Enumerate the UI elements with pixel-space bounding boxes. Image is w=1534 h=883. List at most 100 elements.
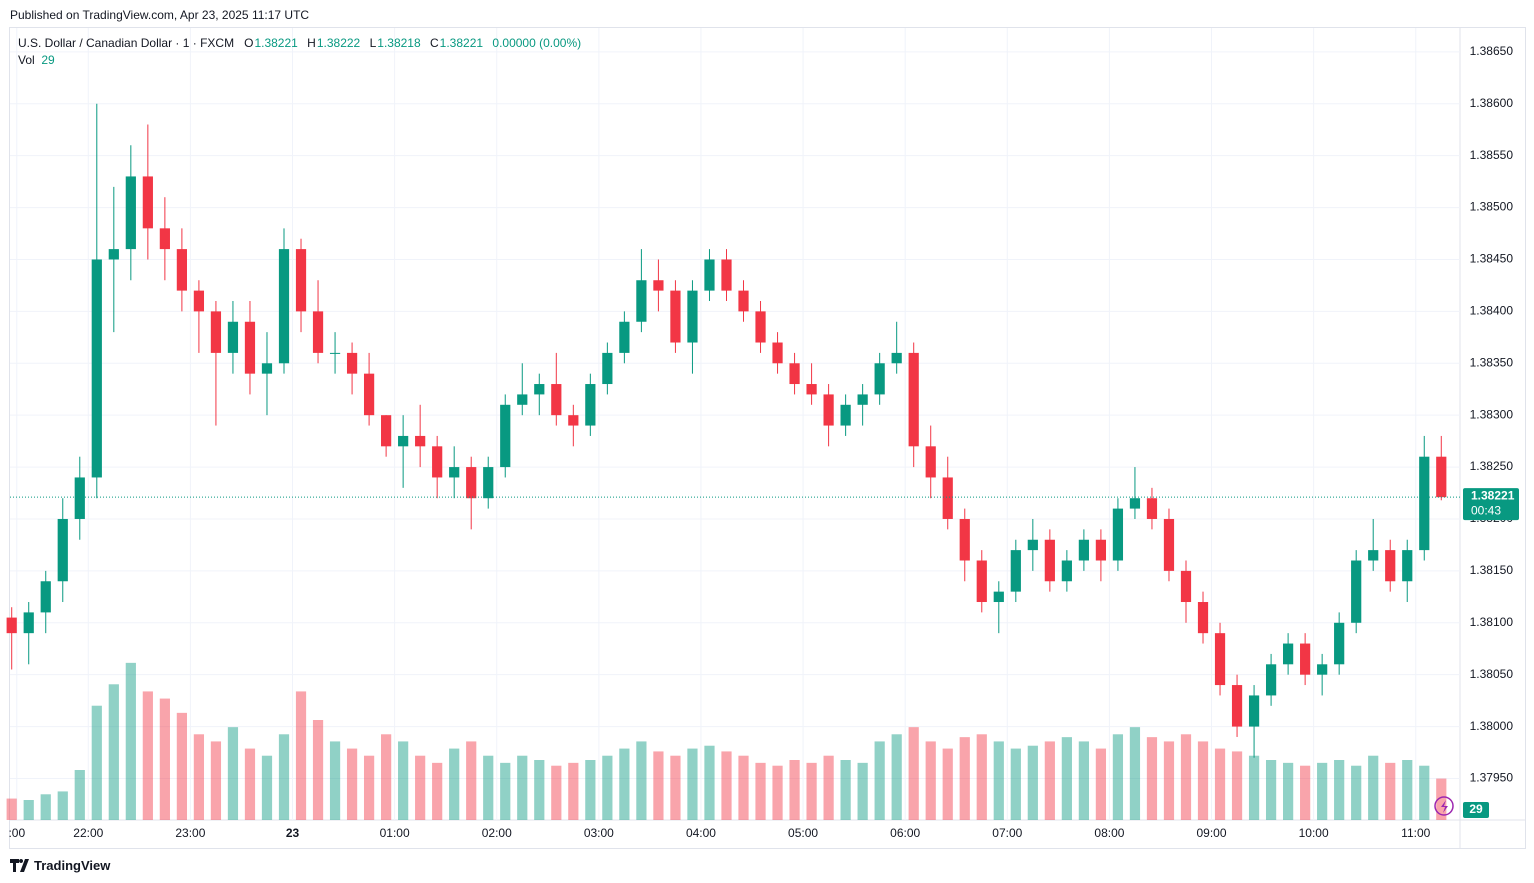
volume-bar bbox=[1163, 741, 1175, 820]
candle-body bbox=[466, 467, 477, 499]
legend-key: C bbox=[430, 36, 439, 50]
x-tick-label: 23:00 bbox=[175, 826, 205, 840]
candle-body bbox=[1078, 539, 1089, 561]
candle-body bbox=[193, 290, 205, 312]
candle-body bbox=[1385, 550, 1396, 582]
alert-icon[interactable] bbox=[1434, 796, 1454, 816]
candle-body bbox=[176, 249, 187, 291]
volume-bar bbox=[261, 755, 273, 820]
volume-bar bbox=[840, 760, 851, 820]
volume-bar bbox=[312, 720, 324, 820]
volume-bar bbox=[40, 794, 51, 820]
volume-bar bbox=[721, 751, 732, 820]
volume-bar bbox=[772, 765, 783, 820]
x-tick-label: 22:00 bbox=[73, 826, 103, 840]
price-tag bbox=[1463, 488, 1519, 521]
candle-body bbox=[840, 404, 851, 426]
candle-body bbox=[1265, 664, 1277, 696]
candle-body bbox=[1300, 643, 1311, 675]
volume-bar bbox=[108, 684, 119, 820]
candle-body bbox=[1368, 550, 1379, 561]
legend-value: 1.38218 bbox=[377, 36, 421, 50]
candle-body bbox=[1061, 560, 1072, 582]
volume-bar bbox=[295, 691, 307, 820]
volume-bar bbox=[363, 755, 375, 820]
volume-bar bbox=[874, 741, 885, 820]
candle-body bbox=[908, 352, 919, 447]
x-tick-label: 11:00 bbox=[1401, 826, 1430, 840]
legend-value: 1.38221 bbox=[254, 36, 298, 50]
x-tick-label: 06:00 bbox=[890, 826, 920, 840]
candle-body bbox=[891, 352, 902, 364]
footer-text: TradingView bbox=[34, 858, 111, 873]
volume-bar bbox=[329, 741, 341, 820]
x-tick-label: 10:00 bbox=[1299, 826, 1329, 840]
volume-bar bbox=[1368, 755, 1379, 820]
candle-body bbox=[1351, 560, 1362, 623]
legend-value: 1.38222 bbox=[316, 36, 361, 50]
volume-bar bbox=[1317, 762, 1328, 820]
candle-body bbox=[1248, 695, 1260, 727]
volume-bar bbox=[704, 745, 715, 820]
volume-bar bbox=[57, 791, 68, 820]
volume-bar bbox=[1078, 741, 1089, 820]
candle-body bbox=[295, 249, 307, 312]
volume-bar bbox=[1248, 755, 1260, 820]
candle-body bbox=[1402, 550, 1413, 582]
y-tick-label: 1.37950 bbox=[1470, 771, 1514, 785]
volume-bar bbox=[142, 691, 153, 820]
logo bbox=[10, 859, 29, 872]
y-tick-label: 1.38450 bbox=[1470, 252, 1514, 266]
volume-bar bbox=[517, 755, 528, 820]
candle-body bbox=[1112, 508, 1124, 561]
volume-bar bbox=[6, 798, 17, 820]
candle-body bbox=[670, 290, 681, 343]
volume-bar bbox=[1436, 778, 1447, 820]
candle-body bbox=[755, 311, 766, 343]
volume-bar bbox=[1044, 741, 1055, 820]
volume-bar bbox=[346, 748, 358, 820]
y-tick-label: 1.38150 bbox=[1470, 563, 1514, 577]
volume-bar bbox=[159, 698, 170, 820]
volume-bar bbox=[823, 755, 834, 820]
candle-body bbox=[1231, 685, 1243, 727]
y-tick-label: 1.38000 bbox=[1470, 719, 1514, 733]
price-tag-value: 1.38221 bbox=[1471, 488, 1515, 502]
volume-bar bbox=[483, 755, 494, 820]
candle-body bbox=[517, 394, 528, 405]
candle-body bbox=[551, 384, 562, 416]
volume-bar bbox=[278, 734, 290, 820]
candle-body bbox=[329, 352, 341, 354]
candle-body bbox=[244, 321, 256, 374]
x-tick-label: 08:00 bbox=[1094, 826, 1124, 840]
volume-bar bbox=[91, 705, 102, 820]
x-tick-label: 07:00 bbox=[992, 826, 1022, 840]
candle-body bbox=[636, 280, 647, 322]
candle-body bbox=[1044, 539, 1055, 582]
x-tick-label: 02:00 bbox=[482, 826, 512, 840]
volume-bar bbox=[1334, 760, 1345, 820]
x-tick-label: 01:00 bbox=[380, 826, 410, 840]
volume-bar bbox=[670, 755, 681, 820]
candle-body bbox=[159, 228, 170, 250]
candle-body bbox=[398, 435, 409, 447]
candle-body bbox=[1027, 539, 1038, 551]
candle-body bbox=[1436, 456, 1447, 498]
volume-bar bbox=[432, 762, 443, 820]
candle-body bbox=[993, 591, 1004, 603]
candle-body bbox=[227, 321, 239, 353]
y-tick-label: 1.38500 bbox=[1470, 200, 1514, 214]
candle-body bbox=[1419, 456, 1430, 551]
candle-body bbox=[925, 446, 936, 478]
volume-bar bbox=[1146, 737, 1158, 820]
candle-body bbox=[602, 352, 613, 385]
x-tick-label: 05:00 bbox=[788, 826, 818, 840]
candle-body bbox=[772, 342, 783, 364]
vol-label: Vol bbox=[18, 53, 35, 67]
volume-bar bbox=[585, 760, 596, 820]
candle-body bbox=[381, 415, 392, 447]
volume-bar bbox=[176, 712, 187, 820]
candle-body bbox=[415, 435, 426, 447]
volume-bar bbox=[636, 741, 647, 820]
